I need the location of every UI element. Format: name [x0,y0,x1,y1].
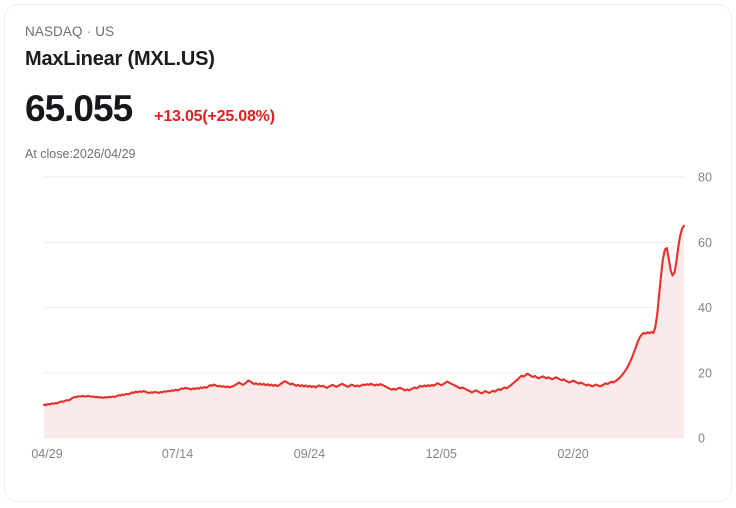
page-title: MaxLinear (MXL.US) [25,48,215,70]
y-axis-tick-label: 20 [698,366,712,380]
quote-header: NASDAQ · US MaxLinear (MXL.US) 65.055 +13.… [25,23,625,162]
exchange-separator: · [86,24,92,39]
x-axis-tick-label: 04/29 [31,447,62,461]
y-axis-tick-label: 0 [698,432,705,446]
y-axis-tick-label: 60 [698,236,712,250]
chart-area-fill [44,225,684,438]
x-axis-labels: 04/29 07/14 09/24 12/05 02/20 [31,447,588,461]
x-axis-tick-label: 09/24 [294,447,325,461]
exchange-name: NASDAQ [25,24,83,39]
stock-quote-card: NASDAQ · US MaxLinear (MXL.US) 65.055 +13.… [4,4,732,502]
y-axis-labels: 0 20 40 60 80 [698,171,712,446]
chart-line [42,224,686,407]
price-value: 65.055 [25,88,133,129]
price-row: 65.055 +13.05(+25.08%) [25,88,625,130]
market-status: At close:2026/04/29 [25,147,136,161]
exchange-line: NASDAQ · US [25,23,625,41]
y-axis-tick-label: 40 [698,301,712,315]
price-change: +13.05(+25.08%) [154,108,275,125]
region-label: US [95,24,115,39]
chart-gridlines [44,176,684,439]
x-axis-tick-label: 02/20 [557,447,588,461]
x-axis-tick-label: 07/14 [162,447,193,461]
y-axis-tick-label: 80 [698,171,712,185]
x-axis-tick-label: 12/05 [426,447,457,461]
